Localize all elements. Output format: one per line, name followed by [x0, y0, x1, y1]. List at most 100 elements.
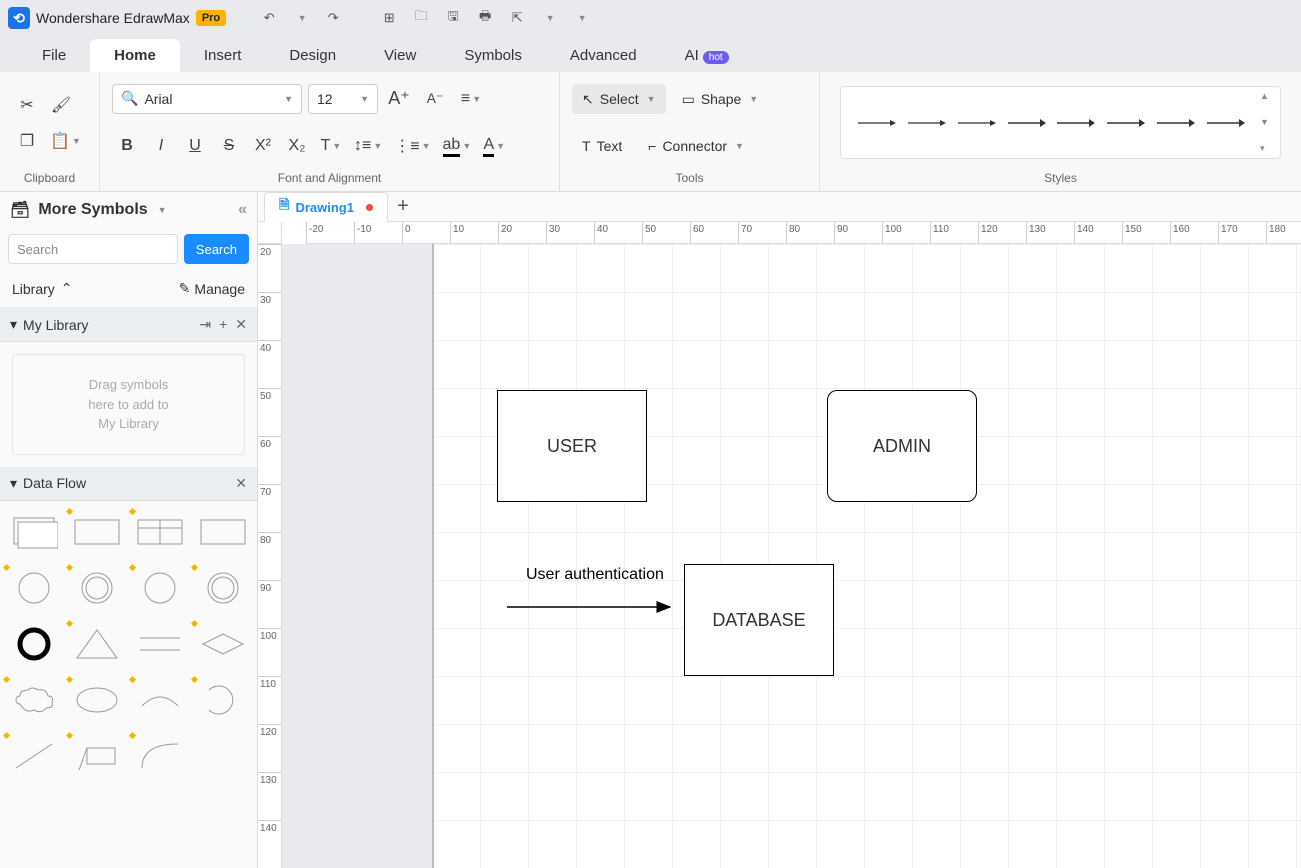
arrow-style-2[interactable]: [901, 116, 951, 130]
close-dataflow-icon[interactable]: ✕: [235, 475, 247, 492]
align-button[interactable]: ≡▼: [456, 84, 486, 114]
menu-home[interactable]: Home: [90, 39, 180, 72]
paste-button[interactable]: 📋▼: [46, 126, 85, 156]
export-button[interactable]: ⇱: [504, 5, 530, 31]
undo-dropdown[interactable]: ▼: [288, 5, 314, 31]
collapse-sidebar-button[interactable]: «: [238, 201, 247, 219]
font-alignment-label: Font and Alignment: [112, 167, 547, 189]
menu-design[interactable]: Design: [265, 39, 360, 72]
increase-font-button[interactable]: A⁺: [384, 84, 414, 114]
document-tabs: 🗎 Drawing1 +: [258, 192, 1301, 222]
arrow-styles-scroll[interactable]: ▲▼▾: [1260, 91, 1276, 154]
mylibrary-empty-dropzone[interactable]: Drag symbols here to add to My Library: [12, 354, 245, 455]
select-tool-button[interactable]: ↖Select▼: [572, 84, 666, 114]
shape-arc-down[interactable]: [132, 679, 189, 721]
new-button[interactable]: ⊞: [376, 5, 402, 31]
bold-button[interactable]: B: [112, 131, 142, 161]
open-button[interactable]: 🗀: [408, 5, 434, 31]
shape-circle-bold[interactable]: [6, 623, 63, 665]
shape-diamond[interactable]: [194, 623, 251, 665]
cut-button[interactable]: ✂: [12, 90, 42, 120]
highlight-button[interactable]: ab▼: [439, 131, 476, 161]
shape-triangle[interactable]: [69, 623, 126, 665]
superscript-button[interactable]: X²: [248, 131, 278, 161]
arrow-style-7[interactable]: [1150, 116, 1200, 130]
text-tool-button[interactable]: TText: [572, 131, 632, 161]
library-expand-icon[interactable]: ⌃: [61, 280, 73, 297]
diagram-node-user[interactable]: USER: [497, 390, 647, 502]
menu-symbols[interactable]: Symbols: [440, 39, 546, 72]
font-size-select[interactable]: 12▼: [308, 84, 378, 114]
shape-circle-double[interactable]: [69, 567, 126, 609]
menu-file[interactable]: File: [18, 39, 90, 72]
shape-multi-rect[interactable]: [6, 511, 63, 553]
hot-badge: hot: [703, 51, 729, 64]
font-color-button[interactable]: A▼: [479, 131, 509, 161]
arrow-style-6[interactable]: [1100, 116, 1150, 130]
dataflow-shapes-grid: [0, 501, 257, 787]
canvas[interactable]: USER ADMIN DATABASE User authentication: [282, 244, 1301, 868]
undo-button[interactable]: ↶: [256, 5, 282, 31]
bullets-button[interactable]: ⋮≡▼: [390, 131, 434, 161]
shape-circle-double-2[interactable]: [194, 567, 251, 609]
menu-advanced[interactable]: Advanced: [546, 39, 661, 72]
canvas-area: 🗎 Drawing1 + -20-10010203040506070809010…: [258, 192, 1301, 868]
strikethrough-button[interactable]: S: [214, 131, 244, 161]
subscript-button[interactable]: X₂: [282, 131, 312, 161]
format-painter-button[interactable]: 🖌: [46, 90, 76, 120]
arrow-styles-panel[interactable]: ▲▼▾: [840, 86, 1281, 159]
shape-ellipse[interactable]: [69, 679, 126, 721]
symbol-search-input[interactable]: Search: [8, 234, 178, 264]
menu-ai[interactable]: AIhot: [661, 39, 753, 72]
shape-half-circle[interactable]: [194, 679, 251, 721]
connector-tool-button[interactable]: ⌐Connector▼: [638, 131, 754, 161]
ribbon-group-tools: ↖Select▼ ▭Shape▼ TText ⌐Connector▼ Tools: [560, 72, 820, 191]
diagram-arrow[interactable]: [507, 600, 682, 614]
shape-flag-rect[interactable]: [69, 735, 126, 777]
shape-line[interactable]: [6, 735, 63, 777]
menu-view[interactable]: View: [360, 39, 440, 72]
arrow-style-8[interactable]: [1200, 116, 1250, 130]
save-button[interactable]: 🖫: [440, 5, 466, 31]
shape-parallel-lines[interactable]: [132, 623, 189, 665]
symbol-search-button[interactable]: Search: [184, 234, 249, 264]
print-button[interactable]: 🖶: [472, 5, 498, 31]
text-case-button[interactable]: T▼: [316, 131, 346, 161]
close-library-icon[interactable]: ✕: [235, 316, 247, 333]
diagram-node-admin[interactable]: ADMIN: [827, 390, 977, 502]
import-library-icon[interactable]: ⇥: [199, 316, 211, 333]
add-library-icon[interactable]: +: [219, 316, 227, 333]
shape-cloud[interactable]: [6, 679, 63, 721]
add-tab-button[interactable]: +: [388, 192, 418, 222]
dataflow-section-header[interactable]: ▾Data Flow ✕: [0, 467, 257, 501]
arrow-style-3[interactable]: [951, 116, 1001, 130]
shape-frame[interactable]: [194, 511, 251, 553]
redo-button[interactable]: ↷: [320, 5, 346, 31]
shape-circle-1[interactable]: [6, 567, 63, 609]
arrow-style-5[interactable]: [1051, 116, 1101, 130]
diagram-node-database[interactable]: DATABASE: [684, 564, 834, 676]
shape-arc[interactable]: [132, 735, 189, 777]
unsaved-indicator: [366, 204, 373, 211]
diagram-arrow-label[interactable]: User authentication: [526, 566, 664, 584]
tab-drawing1[interactable]: 🗎 Drawing1: [264, 192, 388, 222]
decrease-font-button[interactable]: A⁻: [420, 84, 450, 114]
symbols-panel-icon: 🗃: [10, 200, 30, 220]
arrow-style-4[interactable]: [1001, 116, 1051, 130]
shape-tool-button[interactable]: ▭Shape▼: [672, 84, 769, 114]
italic-button[interactable]: I: [146, 131, 176, 161]
shape-rect[interactable]: [69, 511, 126, 553]
shape-circle-2[interactable]: [132, 567, 189, 609]
arrow-style-1[interactable]: [851, 116, 901, 130]
manage-library-button[interactable]: ✎Manage: [179, 280, 245, 297]
mylibrary-section-header[interactable]: ▾My Library ⇥ + ✕: [0, 308, 257, 342]
more-quick-access[interactable]: ▼: [568, 5, 594, 31]
export-dropdown[interactable]: ▼: [536, 5, 562, 31]
shape-table[interactable]: [132, 511, 189, 553]
underline-button[interactable]: U: [180, 131, 210, 161]
menu-insert[interactable]: Insert: [180, 39, 266, 72]
doc-icon: 🗎: [279, 196, 289, 218]
font-family-select[interactable]: 🔍Arial▼: [112, 84, 302, 114]
copy-button[interactable]: ❐: [12, 126, 42, 156]
line-spacing-button[interactable]: ↕≡▼: [350, 131, 386, 161]
